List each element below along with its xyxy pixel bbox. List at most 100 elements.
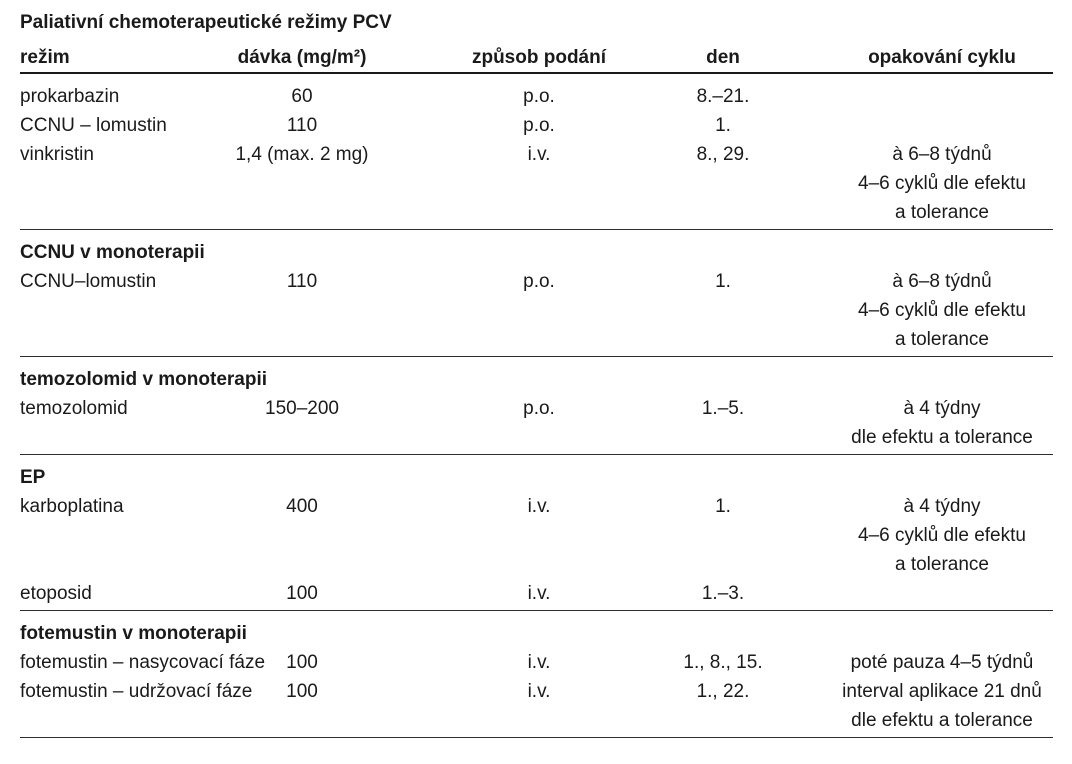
cell-den	[615, 521, 831, 550]
column-header-zpusob-podani: způsob podání	[471, 47, 607, 68]
cell-zpusob-podani: i.v.	[527, 144, 551, 165]
cell-den	[615, 198, 831, 227]
cell-rezim: temozolomid	[20, 398, 128, 419]
table-row: 4–6 cyklů dle efektu	[20, 521, 1053, 550]
cell-zpusob-podani	[463, 198, 615, 227]
cell-den	[615, 706, 831, 735]
cell-opakovani-cyklu: 4–6 cyklů dle efektu	[858, 300, 1026, 321]
cell-rezim: vinkristin	[20, 144, 94, 165]
cell-rezim: karboplatina	[20, 496, 124, 517]
cell-zpusob-podani: p.o.	[523, 115, 555, 136]
cell-davka	[141, 706, 463, 735]
cell-den: 1.–5.	[701, 398, 745, 419]
cell-opakovani-cyklu	[831, 579, 1053, 608]
cell-den: 1., 22.	[696, 681, 750, 702]
cell-zpusob-podani: i.v.	[527, 681, 551, 702]
table-row: a tolerance	[20, 325, 1053, 354]
cell-zpusob-podani: i.v.	[527, 496, 551, 517]
cell-rezim: fotemustin – udržovací fáze	[20, 681, 253, 702]
cell-opakovani-cyklu: poté pauza 4–5 týdnů	[850, 652, 1034, 673]
cell-opakovani-cyklu: dle efektu a tolerance	[851, 710, 1033, 731]
cell-davka: 150–200	[265, 398, 339, 419]
cell-opakovani-cyklu: à 6–8 týdnů	[892, 144, 992, 165]
cell-opakovani-cyklu: a tolerance	[894, 329, 989, 350]
table-section: prokarbazin 60 p.o. 8.–21. CCNU – lomustin 11…	[20, 74, 1053, 230]
table-row: 4–6 cyklů dle efektu	[20, 169, 1053, 198]
cell-opakovani-cyklu: interval aplikace 21 dnů	[842, 681, 1042, 702]
table-row: dle efektu a tolerance	[20, 423, 1053, 452]
cell-davka	[141, 325, 463, 354]
cell-rezim: fotemustin – nasycovací fáze	[20, 652, 266, 673]
cell-opakovani-cyklu: à 4 týdny	[903, 496, 981, 517]
table-section: EP karboplatina 400 i.v. 1. à 4 týdny 4–6 cykl…	[20, 455, 1053, 611]
column-header-opakovani-cyklu: opakování cyklu	[868, 47, 1016, 68]
cell-zpusob-podani	[463, 325, 615, 354]
table-row: a tolerance	[20, 198, 1053, 227]
cell-zpusob-podani: p.o.	[523, 271, 555, 292]
column-header-den: den	[706, 47, 740, 68]
cell-zpusob-podani: i.v.	[527, 652, 551, 673]
section-header: temozolomid v monoterapii	[20, 369, 268, 390]
cell-davka	[141, 550, 463, 579]
cell-zpusob-podani	[463, 706, 615, 735]
cell-rezim	[20, 325, 141, 354]
cell-opakovani-cyklu: a tolerance	[894, 554, 989, 575]
cell-opakovani-cyklu	[831, 111, 1053, 140]
cell-zpusob-podani	[463, 423, 615, 452]
cell-opakovani-cyklu	[831, 82, 1053, 111]
cell-davka: 400	[286, 496, 318, 517]
cell-davka	[141, 169, 463, 198]
cell-rezim: etoposid	[20, 583, 92, 604]
cell-davka: 110	[286, 271, 318, 292]
cell-rezim: prokarbazin	[20, 86, 120, 107]
cell-zpusob-podani: p.o.	[523, 86, 555, 107]
cell-davka	[141, 521, 463, 550]
cell-opakovani-cyklu: à 4 týdny	[903, 398, 981, 419]
cell-zpusob-podani: p.o.	[523, 398, 555, 419]
table-header-row: režim dávka (mg/m²) způsob podání den op…	[20, 43, 1053, 74]
cell-davka: 60	[291, 86, 313, 107]
cell-rezim: CCNU – lomustin	[20, 115, 167, 136]
table-row: 4–6 cyklů dle efektu	[20, 296, 1053, 325]
section-header: EP	[20, 467, 46, 488]
table-row: karboplatina 400 i.v. 1. à 4 týdny	[20, 492, 1053, 521]
cell-zpusob-podani	[463, 296, 615, 325]
cell-davka: 100	[286, 652, 318, 673]
cell-den: 8., 29.	[696, 144, 750, 165]
cell-davka: 100	[286, 681, 318, 702]
cell-zpusob-podani	[463, 521, 615, 550]
table-row: vinkristin 1,4 (max. 2 mg) i.v. 8., 29. à 6–…	[20, 140, 1053, 169]
regimen-table: Paliativní chemoterapeutické režimy PCV …	[20, 0, 1053, 738]
cell-davka	[141, 198, 463, 227]
cell-rezim: CCNU–lomustin	[20, 271, 157, 292]
cell-opakovani-cyklu: dle efektu a tolerance	[851, 427, 1033, 448]
cell-opakovani-cyklu: 4–6 cyklů dle efektu	[858, 525, 1026, 546]
cell-rezim	[20, 296, 141, 325]
cell-rezim	[20, 550, 141, 579]
table-row: a tolerance	[20, 550, 1053, 579]
cell-den	[615, 325, 831, 354]
table-row: CCNU–lomustin 110 p.o. 1. à 6–8 týdnů	[20, 267, 1053, 296]
cell-rezim	[20, 198, 141, 227]
table-title: Paliativní chemoterapeutické režimy PCV	[20, 12, 392, 33]
cell-davka	[141, 423, 463, 452]
cell-den	[615, 296, 831, 325]
cell-opakovani-cyklu: à 6–8 týdnů	[892, 271, 992, 292]
table-row: prokarbazin 60 p.o. 8.–21.	[20, 82, 1053, 111]
column-header-rezim: režim	[20, 47, 70, 68]
cell-den	[615, 423, 831, 452]
cell-rezim	[20, 706, 141, 735]
cell-rezim	[20, 169, 141, 198]
table-row: dle efektu a tolerance	[20, 706, 1053, 735]
table-section: fotemustin v monoterapii fotemustin – nas…	[20, 611, 1053, 738]
cell-den: 1., 8., 15.	[683, 652, 763, 673]
column-header-davka: dávka (mg/m²)	[237, 47, 367, 68]
cell-den	[615, 169, 831, 198]
table-row: fotemustin – udržovací fáze 100 i.v. 1., 22…	[20, 677, 1053, 706]
cell-davka: 1,4 (max. 2 mg)	[235, 144, 369, 165]
cell-davka: 110	[286, 115, 318, 136]
section-header: fotemustin v monoterapii	[20, 623, 247, 644]
cell-den: 1.	[715, 496, 731, 517]
table-body: prokarbazin 60 p.o. 8.–21. CCNU – lomustin 11…	[20, 74, 1053, 738]
cell-den: 1.–3.	[701, 583, 745, 604]
